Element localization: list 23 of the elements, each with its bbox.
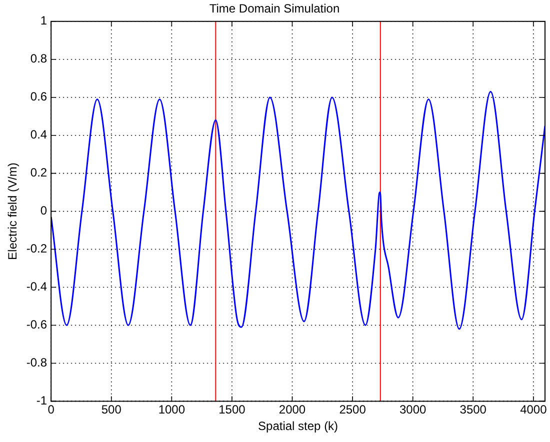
y-tick-label: -0.8	[26, 356, 48, 370]
x-tick-label: 3000	[399, 402, 427, 417]
x-tick-label: 4000	[520, 402, 548, 417]
y-tick-label: 1	[40, 14, 48, 28]
x-tick-label: 2500	[339, 402, 366, 417]
y-tick-label: 0.8	[30, 52, 48, 66]
y-tick-label: 0	[40, 204, 48, 218]
y-tick-label: -0.4	[26, 280, 48, 294]
x-tick-label: 2000	[278, 402, 306, 417]
y-tick-label: 0.2	[30, 166, 48, 180]
x-tick-label: 3500	[460, 402, 487, 417]
chart-title: Time Domain Simulation	[209, 2, 340, 16]
x-tick-label: 1500	[218, 402, 246, 417]
x-axis-title: Spatial step (k)	[258, 419, 338, 434]
x-tick-label: 500	[101, 402, 122, 417]
line-series	[51, 90, 545, 330]
y-tick-label: -1	[36, 394, 48, 408]
y-tick-label: -0.6	[26, 318, 48, 332]
y-axis-title: Electric field (V/m)	[6, 162, 20, 260]
y-tick-label: 0.4	[30, 128, 48, 142]
y-tick-label: -0.2	[26, 242, 48, 256]
x-tick-label: 1000	[158, 402, 186, 417]
y-tick-label: 0.6	[30, 90, 48, 104]
